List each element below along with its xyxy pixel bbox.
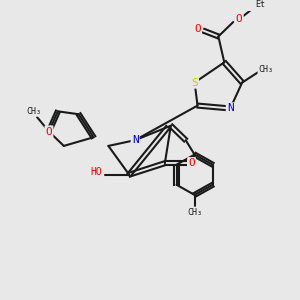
Text: CH₃: CH₃ (187, 208, 202, 217)
Text: O: O (236, 14, 242, 24)
Text: Et: Et (255, 0, 265, 9)
Text: N: N (227, 103, 234, 113)
Text: S: S (191, 77, 198, 88)
Text: O: O (194, 24, 201, 34)
Text: O: O (46, 127, 52, 136)
Text: HO: HO (91, 167, 102, 177)
Text: CH₃: CH₃ (258, 65, 273, 74)
Text: O: O (188, 158, 195, 168)
Text: CH₃: CH₃ (27, 107, 42, 116)
Text: N: N (132, 135, 139, 145)
